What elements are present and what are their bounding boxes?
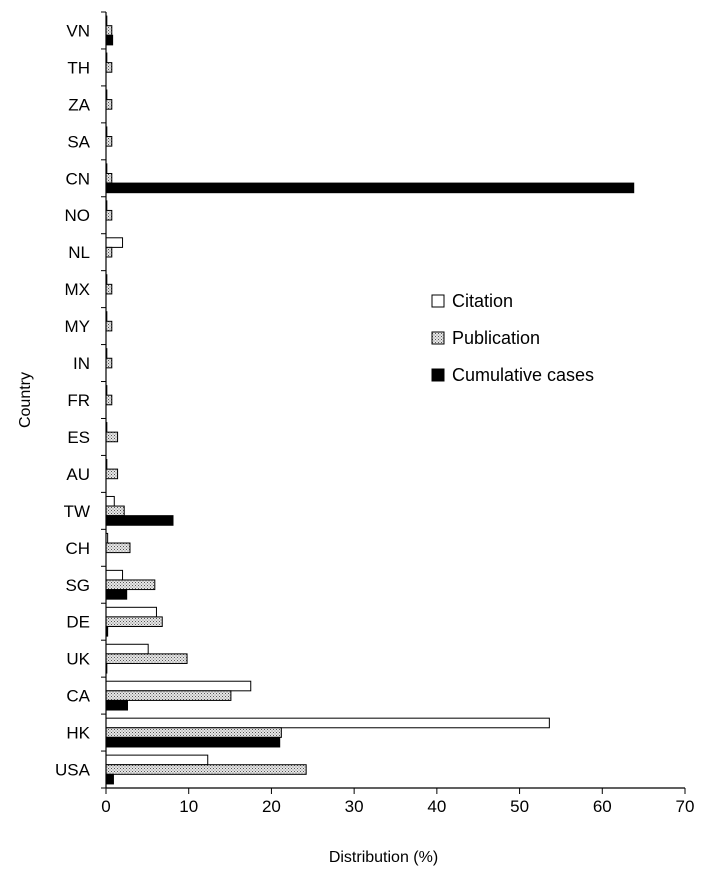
legend-swatch-cumulative-cases	[431, 368, 445, 382]
y-tick-label-de: DE	[66, 613, 90, 632]
x-axis-title: Distribution (%)	[329, 849, 438, 866]
legend-label-publication: Publication	[452, 328, 540, 348]
bar-sg-cumulative-cases	[105, 589, 128, 600]
y-tick-label-fr: FR	[67, 391, 90, 410]
legend-label-cumulative-cases: Cumulative cases	[452, 365, 594, 385]
y-tick-label-hk: HK	[66, 724, 90, 743]
y-tick-label-vn: VN	[66, 21, 90, 40]
bar-cn-publication	[105, 172, 113, 184]
bar-vn-cumulative-cases	[105, 34, 114, 46]
bar-hk-citation	[105, 717, 550, 729]
bar-za-publication	[105, 99, 113, 110]
legend-swatch-citation	[431, 294, 445, 308]
y-axis-title: Country	[17, 372, 34, 428]
x-tick-label-10: 10	[179, 797, 198, 816]
bar-uk-citation	[105, 643, 149, 655]
legend-label-citation: Citation	[452, 291, 513, 311]
bar-hk-publication	[105, 727, 282, 738]
bar-au-publication	[105, 468, 119, 480]
y-tick-label-ch: CH	[65, 539, 90, 558]
y-tick-label-ca: CA	[66, 687, 90, 706]
y-tick-label-nl: NL	[68, 243, 90, 262]
y-tick-label-th: TH	[67, 58, 90, 77]
y-tick-label-sa: SA	[67, 132, 90, 151]
y-tick-label-za: ZA	[68, 95, 90, 114]
bar-no-publication	[105, 209, 113, 221]
bar-tw-citation	[105, 495, 115, 507]
x-tick-label-50: 50	[510, 797, 529, 816]
bar-fr-publication	[105, 394, 113, 406]
y-tick-label-usa: USA	[55, 761, 91, 780]
y-tick-label-uk: UK	[66, 650, 90, 669]
bar-de-publication	[105, 616, 163, 628]
bar-ca-publication	[105, 690, 232, 701]
bar-uk-publication	[105, 653, 188, 664]
x-tick-label-40: 40	[427, 797, 446, 816]
x-tick-label-0: 0	[101, 797, 110, 816]
bar-mx-publication	[105, 283, 113, 295]
bar-tw-cumulative-cases	[105, 515, 174, 526]
x-tick-label-30: 30	[345, 797, 364, 816]
y-tick-label-es: ES	[67, 428, 90, 447]
x-tick-label-60: 60	[593, 797, 612, 816]
y-tick-label-in: IN	[73, 354, 90, 373]
y-tick-label-my: MY	[65, 317, 91, 336]
bar-sg-publication	[105, 579, 156, 591]
bar-es-publication	[105, 431, 119, 443]
y-tick-label-au: AU	[66, 465, 90, 484]
bar-my-publication	[105, 320, 113, 332]
bar-sg-citation	[105, 569, 124, 581]
bar-de-citation	[105, 606, 157, 618]
bar-in-publication	[105, 357, 113, 369]
bar-nl-citation	[105, 237, 124, 248]
bar-vn-publication	[105, 25, 113, 36]
bar-sa-publication	[105, 136, 113, 147]
y-tick-label-tw: TW	[64, 502, 90, 521]
bar-th-publication	[105, 62, 113, 73]
legend-swatch-publication	[431, 331, 445, 345]
bar-usa-publication	[105, 764, 307, 775]
y-tick-label-sg: SG	[65, 576, 90, 595]
bar-tw-publication	[105, 505, 125, 517]
x-tick-label-70: 70	[676, 797, 695, 816]
bar-ch-publication	[105, 542, 131, 554]
legend: Citation Publication Cumulative cases	[431, 291, 594, 385]
y-tick-label-mx: MX	[65, 280, 91, 299]
bar-nl-publication	[105, 246, 113, 258]
bar-usa-citation	[105, 754, 209, 766]
bar-ca-cumulative-cases	[105, 699, 129, 711]
bar-ca-citation	[105, 680, 252, 692]
bar-usa-cumulative-cases	[105, 773, 114, 785]
x-tick-label-20: 20	[262, 797, 281, 816]
bar-cn-cumulative-cases	[105, 182, 635, 194]
y-tick-label-cn: CN	[65, 169, 90, 188]
y-tick-label-no: NO	[65, 206, 91, 225]
bar-hk-cumulative-cases	[105, 736, 281, 748]
